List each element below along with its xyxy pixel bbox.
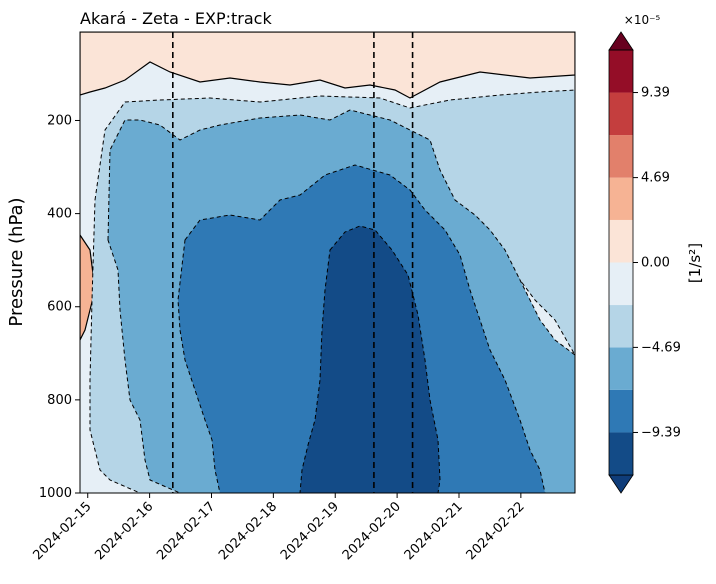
contour-field <box>80 32 575 493</box>
colorbar-multiplier: ×10⁻⁵ <box>624 13 661 27</box>
y-tick-label: 400 <box>47 207 72 222</box>
x-tick-label: 2024-02-18 <box>216 499 280 563</box>
contour-positive-upper <box>80 32 575 99</box>
y-tick-label: 1000 <box>39 486 72 501</box>
colorbar-segment <box>609 177 633 220</box>
x-tick-label: 2024-02-21 <box>402 499 466 563</box>
y-tick-label: 600 <box>47 300 72 315</box>
colorbar-label: [1/s²] <box>686 243 704 283</box>
x-tick-label: 2024-02-22 <box>464 499 528 563</box>
colorbar-segment <box>609 92 633 136</box>
colorbar-tick-label: 4.69 <box>641 171 670 186</box>
colorbar-tick-label: −4.69 <box>641 340 681 355</box>
x-tick-label: 2024-02-16 <box>92 499 156 563</box>
colorbar-tick-label: 9.39 <box>641 86 670 101</box>
colorbar-segment <box>609 347 633 390</box>
axes-frame <box>79 31 576 494</box>
y-tick-label: 800 <box>47 393 72 408</box>
x-tick-label: 2024-02-19 <box>278 499 342 563</box>
colorbar-segment <box>609 219 633 263</box>
event-lines <box>172 32 414 493</box>
y-axis-label: Pressure (hPa) <box>6 197 27 326</box>
colorbar-extend-min <box>608 474 634 494</box>
colorbar-segment <box>609 432 633 475</box>
contour-positive-left <box>80 233 96 341</box>
x-axis: 2024-02-152024-02-162024-02-172024-02-18… <box>31 493 528 563</box>
x-tick-label: 2024-02-20 <box>340 499 404 563</box>
chart-title: Akará - Zeta - EXP:track <box>80 9 272 28</box>
colorbar-extend-max <box>608 31 634 51</box>
colorbar-segment <box>609 262 633 306</box>
y-axis: 200 400 600 800 1000 <box>39 113 80 501</box>
contour-level-5 <box>299 225 441 493</box>
colorbar-segment <box>609 389 633 433</box>
colorbar: 9.39 4.69 0.00 −4.69 −9.39 <box>608 31 681 494</box>
x-tick-label: 2024-02-15 <box>31 499 95 563</box>
colorbar-tick-label: −9.39 <box>641 425 681 440</box>
x-tick-label: 2024-02-17 <box>154 499 218 563</box>
colorbar-segment <box>609 305 633 348</box>
colorbar-segment <box>609 135 633 178</box>
y-tick-label: 200 <box>47 113 72 128</box>
colorbar-segment <box>609 50 633 93</box>
colorbar-tick-label: 0.00 <box>641 256 670 271</box>
